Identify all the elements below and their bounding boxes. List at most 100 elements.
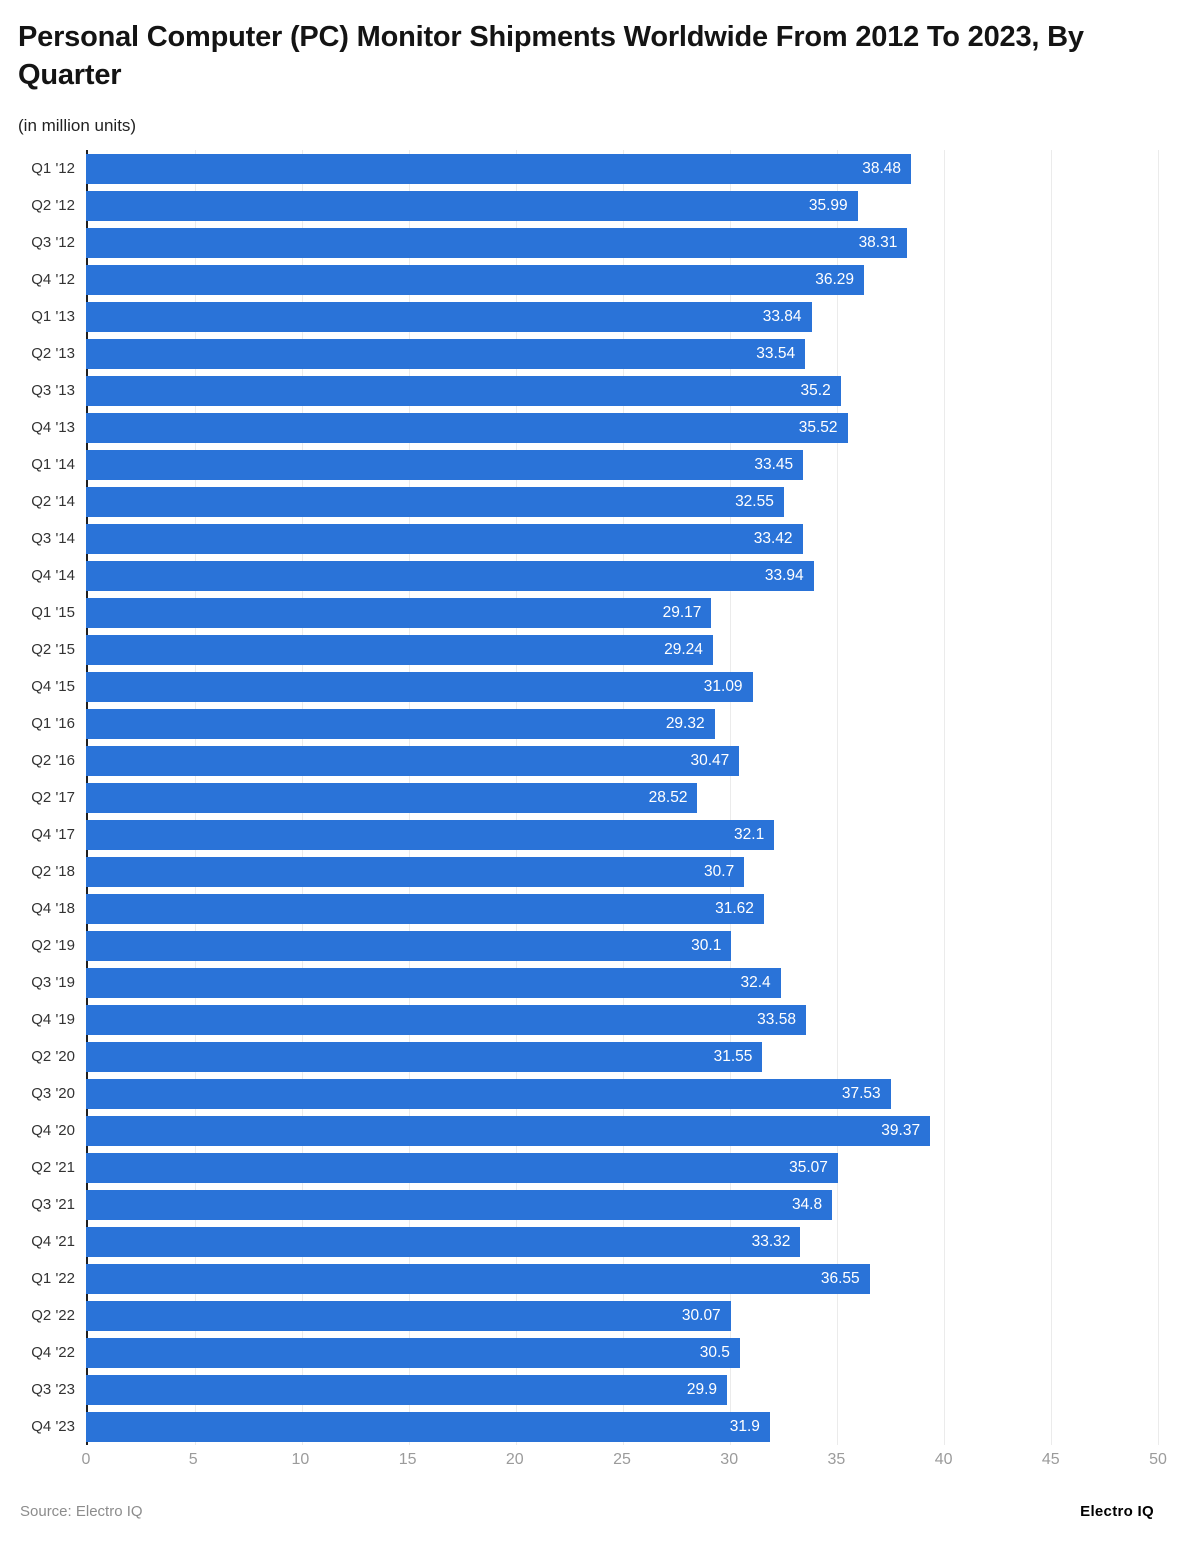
x-axis: 0 5 10 15 20 25 30 35 40 45 50: [18, 1451, 1167, 1477]
bar: 32.55: [86, 486, 784, 517]
bar-track: 29.9: [86, 1374, 1158, 1405]
gridline: [1051, 150, 1052, 1445]
x-axis-ticks: 0 5 10 15 20 25 30 35 40 45 50: [82, 1451, 1167, 1477]
bar-track: 35.07: [86, 1152, 1158, 1183]
category-label: Q1 '14: [31, 456, 75, 473]
bar: 31.09: [86, 671, 753, 702]
bar-row: Q1 '13 33.84: [18, 298, 1162, 335]
x-tick-label: 35: [827, 1451, 846, 1468]
bar: 28.52: [86, 782, 698, 813]
page-title: Personal Computer (PC) Monitor Shipments…: [18, 21, 1084, 91]
category-label: Q4 '23: [31, 1418, 75, 1435]
bar: 29.9: [86, 1374, 728, 1405]
bar: 30.07: [86, 1300, 731, 1331]
bar-track: 31.55: [86, 1041, 1158, 1072]
bar-value-label: 32.4: [740, 973, 771, 991]
bar: 35.99: [86, 190, 858, 221]
bar-row: Q3 '21 34.8: [18, 1186, 1162, 1223]
x-axis-spacer: [18, 1451, 86, 1477]
bar-row: Q4 '20 39.37: [18, 1112, 1162, 1149]
bar-value-label: 35.07: [789, 1158, 828, 1176]
bar-row: Q2 '13 33.54: [18, 335, 1162, 372]
bar: 29.24: [86, 634, 713, 665]
bar: 36.55: [86, 1263, 870, 1294]
category-label: Q4 '17: [31, 826, 75, 843]
bar-track: 30.5: [86, 1337, 1158, 1368]
bar-track: 29.24: [86, 634, 1158, 665]
x-tick-label: 50: [1149, 1451, 1167, 1468]
bar-row: Q3 '13 35.2: [18, 372, 1162, 409]
bar-track: 32.1: [86, 819, 1158, 850]
bar: 35.2: [86, 375, 841, 406]
bar-track: 31.9: [86, 1411, 1158, 1442]
bar-track: 30.1: [86, 930, 1158, 961]
bar: 30.1: [86, 930, 732, 961]
bar-track: 33.54: [86, 338, 1158, 369]
bar-track: 38.48: [86, 153, 1158, 184]
bar-row: Q4 '21 33.32: [18, 1223, 1162, 1260]
category-label: Q2 '12: [31, 197, 75, 214]
bar-row: Q2 '12 35.99: [18, 187, 1162, 224]
footer: Source: Electro IQ Electro IQ: [18, 1477, 1162, 1534]
bar-row: Q2 '16 30.47: [18, 742, 1162, 779]
bar-track: 30.7: [86, 856, 1158, 887]
gridline: [1158, 150, 1159, 1445]
bar-value-label: 31.09: [703, 677, 743, 695]
bar-value-label: 38.31: [858, 233, 898, 251]
bar-row: Q4 '15 31.09: [18, 668, 1162, 705]
bar-value-label: 30.1: [691, 936, 722, 954]
bar-track: 35.2: [86, 375, 1158, 406]
bar: 29.32: [86, 708, 715, 739]
bar-chart: Q1 '12 38.48 Q2 '12 35.99 Q3 '12 38.31 Q4 '12 3…: [18, 150, 1167, 1477]
bar-track: 29.32: [86, 708, 1158, 739]
category-label: Q2 '18: [31, 863, 75, 880]
bar: 37.53: [86, 1078, 891, 1109]
category-label: Q4 '15: [31, 678, 75, 695]
category-label: Q3 '21: [31, 1196, 75, 1213]
bar-value-label: 33.54: [756, 344, 796, 362]
bar-row: Q4 '17 32.1: [18, 816, 1162, 853]
bar-value-label: 31.62: [715, 899, 754, 917]
bar-track: 34.8: [86, 1189, 1158, 1220]
bar-value-label: 37.53: [841, 1084, 881, 1102]
gridline: [837, 150, 838, 1445]
bar: 33.45: [86, 449, 804, 480]
category-label: Q4 '19: [31, 1011, 75, 1028]
bar: 38.48: [86, 153, 911, 184]
bar-track: 37.53: [86, 1078, 1158, 1109]
bar-value-label: 35.2: [800, 381, 831, 399]
bar: 31.55: [86, 1041, 763, 1072]
bar-value-label: 38.48: [862, 159, 901, 177]
category-label: Q2 '20: [31, 1048, 75, 1065]
bar-value-label: 29.9: [686, 1380, 718, 1398]
bar-row: Q3 '12 38.31: [18, 224, 1162, 261]
bar-track: 33.94: [86, 560, 1158, 591]
x-tick-label: 45: [1041, 1451, 1060, 1468]
bar-value-label: 31.9: [729, 1417, 760, 1435]
category-label: Q1 '16: [31, 715, 75, 732]
bar-track: 38.31: [86, 227, 1158, 258]
category-label: Q4 '14: [31, 567, 75, 584]
bar-row: Q1 '12 38.48: [18, 150, 1162, 187]
x-tick-label: 20: [505, 1451, 524, 1468]
bar-value-label: 36.55: [820, 1269, 860, 1287]
bar-value-label: 29.24: [664, 640, 703, 658]
bar: 29.17: [86, 597, 712, 628]
bar-row: Q2 '18 30.7: [18, 853, 1162, 890]
bar-row: Q4 '13 35.52: [18, 409, 1162, 446]
bar-row: Q1 '22 36.55: [18, 1260, 1162, 1297]
bar-value-label: 30.5: [699, 1343, 730, 1361]
bar-value-label: 33.94: [764, 566, 804, 584]
bar-row: Q2 '14 32.55: [18, 483, 1162, 520]
bar-track: 33.58: [86, 1004, 1158, 1035]
category-label: Q2 '14: [31, 493, 75, 510]
bar-track: 32.4: [86, 967, 1158, 998]
bar-row: Q3 '23 29.9: [18, 1371, 1162, 1408]
source-text: Source: Electro IQ: [20, 1503, 143, 1520]
category-label: Q2 '16: [31, 752, 75, 769]
bar-track: 33.84: [86, 301, 1158, 332]
x-tick-label: 10: [291, 1451, 310, 1468]
bar-track: 29.17: [86, 597, 1158, 628]
bar-row: Q3 '19 32.4: [18, 964, 1162, 1001]
bar-value-label: 30.7: [704, 862, 735, 880]
